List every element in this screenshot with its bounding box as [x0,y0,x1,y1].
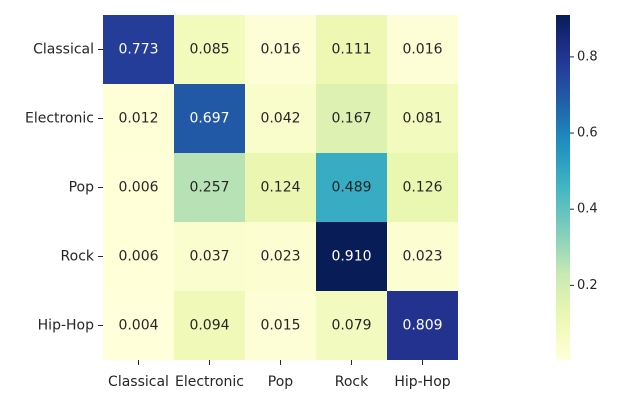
colorbar-tick-label-0: 0.2 [577,278,598,293]
cell-value-label-1-4: 0.081 [402,111,442,127]
cell-value-label-4-3: 0.079 [331,318,371,334]
heatmap-cell-4-4 [387,291,458,360]
y-tick-label-1: Electronic [25,111,94,127]
heatmap-cell-2-0 [103,153,174,222]
heatmap-cell-3-3 [316,222,387,291]
x-tick-label-3: Rock [335,374,369,390]
cell-value-label-3-1: 0.037 [189,249,229,265]
heatmap-cell-0-3 [316,15,387,84]
colorbar-tick-label-2: 0.6 [577,126,598,141]
heatmap-cell-1-0 [103,84,174,153]
cell-value-label-0-1: 0.085 [189,42,229,58]
colorbar-gradient [556,15,570,360]
heatmap-cell-2-3 [316,153,387,222]
cell-value-label-0-2: 0.016 [260,42,300,58]
heatmap-cell-4-1 [174,291,245,360]
heatmap-cell-0-1 [174,15,245,84]
heatmap-grid: 0.773 0.085 0.016 0.111 0.016 0.012 0.697 0.042… [103,15,458,360]
heatmap-cell-4-2 [245,291,316,360]
heatmap-cell-1-4 [387,84,458,153]
cell-value-label-1-3: 0.167 [331,111,371,127]
cell-value-label-3-0: 0.006 [118,249,158,265]
cell-value-label-2-0: 0.006 [118,180,158,196]
cell-value-label-4-0: 0.004 [118,318,158,334]
heatmap-cell-0-4 [387,15,458,84]
heatmap-cell-1-3 [316,84,387,153]
cell-value-label-0-0: 0.773 [118,42,158,58]
heatmap-cell-3-1 [174,222,245,291]
x-tick-label-2: Pop [268,374,294,390]
colorbar-tick-label-3: 0.8 [577,49,598,64]
x-tick-label-1: Electronic [175,374,244,390]
y-axis: Classical Electronic Pop Rock Hip-Hop [25,42,103,334]
heatmap-cell-4-3 [316,291,387,360]
cell-value-label-2-4: 0.126 [402,180,442,196]
cell-value-label-4-2: 0.015 [260,318,300,334]
colorbar: 0.2 0.4 0.6 0.8 [556,15,598,360]
heatmap-cell-3-0 [103,222,174,291]
heatmap-cell-3-4 [387,222,458,291]
x-axis: Classical Electronic Pop Rock Hip-Hop [108,360,451,390]
x-tick-label-4: Hip-Hop [394,374,450,390]
cell-value-label-1-0: 0.012 [118,111,158,127]
cell-value-label-2-1: 0.257 [189,180,229,196]
heatmap-cell-4-0 [103,291,174,360]
cell-value-label-1-1: 0.697 [189,111,229,127]
heatmap-cell-2-4 [387,153,458,222]
heatmap-cell-3-2 [245,222,316,291]
cell-value-label-3-4: 0.023 [402,249,442,265]
cell-value-label-2-3: 0.489 [331,180,371,196]
cell-value-label-3-2: 0.023 [260,249,300,265]
cell-value-label-3-3: 0.910 [331,249,371,265]
y-tick-label-3: Rock [61,249,95,265]
x-tick-label-0: Classical [108,374,169,390]
heatmap-cell-0-0 [103,15,174,84]
cell-value-label-0-4: 0.016 [402,42,442,58]
colorbar-tick-label-1: 0.4 [577,202,598,217]
y-tick-label-4: Hip-Hop [38,318,94,334]
heatmap-cell-2-1 [174,153,245,222]
heatmap-cell-1-1 [174,84,245,153]
cell-value-label-4-1: 0.094 [189,318,229,334]
y-tick-label-2: Pop [69,180,95,196]
heatmap-cell-2-2 [245,153,316,222]
cell-value-label-0-3: 0.111 [331,42,371,58]
y-tick-label-0: Classical [33,42,94,58]
cell-value-label-1-2: 0.042 [260,111,300,127]
cell-value-label-2-2: 0.124 [260,180,300,196]
heatmap-cell-1-2 [245,84,316,153]
cell-value-label-4-4: 0.809 [402,318,442,334]
heatmap-cell-0-2 [245,15,316,84]
